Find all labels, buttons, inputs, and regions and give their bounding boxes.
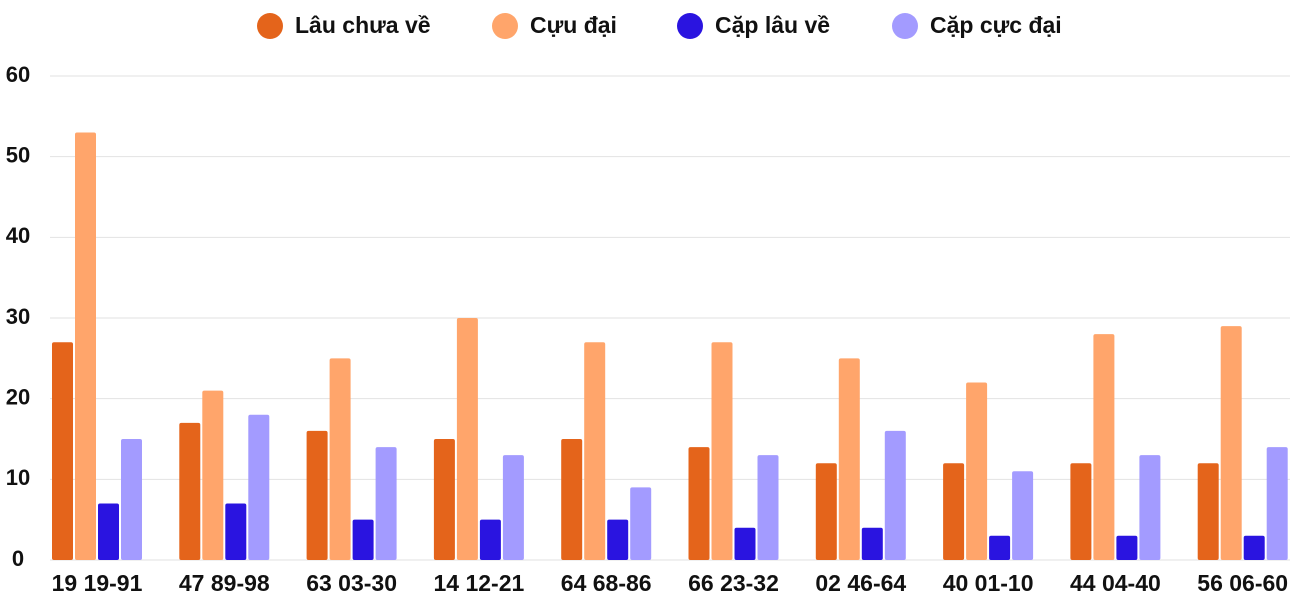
bar	[202, 390, 224, 560]
bar	[734, 527, 756, 560]
legend-label: Lâu chưa về	[295, 12, 431, 38]
bar	[352, 519, 374, 560]
bar	[456, 318, 478, 560]
bar	[225, 503, 247, 560]
bar	[1243, 535, 1265, 560]
x-tick-label: 66 23-32	[688, 570, 779, 596]
y-tick-label: 0	[12, 546, 24, 571]
x-tick-label: 56 06-60	[1197, 570, 1288, 596]
bar	[1070, 463, 1092, 560]
x-tick-label: 64 68-86	[561, 570, 652, 596]
bar	[98, 503, 119, 560]
legend-label: Cặp lâu về	[715, 12, 830, 38]
bar	[561, 439, 583, 560]
legend-marker	[677, 13, 703, 39]
bar	[375, 447, 397, 560]
bar	[711, 342, 733, 560]
x-tick-label: 40 01-10	[943, 570, 1034, 596]
bar	[607, 519, 629, 560]
x-tick-label: 14 12-21	[433, 570, 524, 596]
bar	[121, 439, 142, 560]
y-tick-label: 40	[6, 223, 30, 248]
bar	[1220, 326, 1242, 560]
bar	[1139, 455, 1161, 560]
legend-marker	[492, 13, 518, 39]
bar	[757, 455, 779, 560]
legend-label: Cựu đại	[530, 12, 617, 38]
x-tick-label: 19 19-91	[52, 570, 143, 596]
y-tick-label: 20	[6, 384, 30, 409]
bar	[433, 439, 455, 560]
bar	[815, 463, 837, 560]
bar	[1197, 463, 1219, 560]
legend-label: Cặp cực đại	[930, 12, 1062, 38]
bar	[1093, 334, 1115, 560]
y-tick-label: 60	[6, 62, 30, 87]
bar	[479, 519, 501, 560]
bar	[179, 422, 201, 560]
bar	[688, 447, 710, 560]
bar	[75, 132, 96, 560]
bar	[884, 430, 906, 560]
x-tick-label: 02 46-64	[815, 570, 906, 596]
bar	[502, 455, 524, 560]
bar	[52, 342, 73, 560]
y-tick-label: 10	[6, 465, 30, 490]
bar	[306, 430, 328, 560]
bar	[630, 487, 652, 560]
bar	[329, 358, 351, 560]
y-tick-label: 30	[6, 304, 30, 329]
bar	[248, 414, 270, 560]
bar	[584, 342, 606, 560]
bar	[1012, 471, 1034, 560]
legend-marker	[892, 13, 918, 39]
bar	[966, 382, 988, 560]
bar	[989, 535, 1011, 560]
bar	[943, 463, 965, 560]
x-tick-label: 63 03-30	[306, 570, 397, 596]
y-tick-label: 50	[6, 142, 30, 167]
bar	[861, 527, 883, 560]
bar	[1116, 535, 1138, 560]
legend-marker	[257, 13, 283, 39]
x-tick-label: 47 89-98	[179, 570, 270, 596]
x-tick-label: 44 04-40	[1070, 570, 1161, 596]
bar	[1266, 447, 1288, 560]
bar	[838, 358, 860, 560]
